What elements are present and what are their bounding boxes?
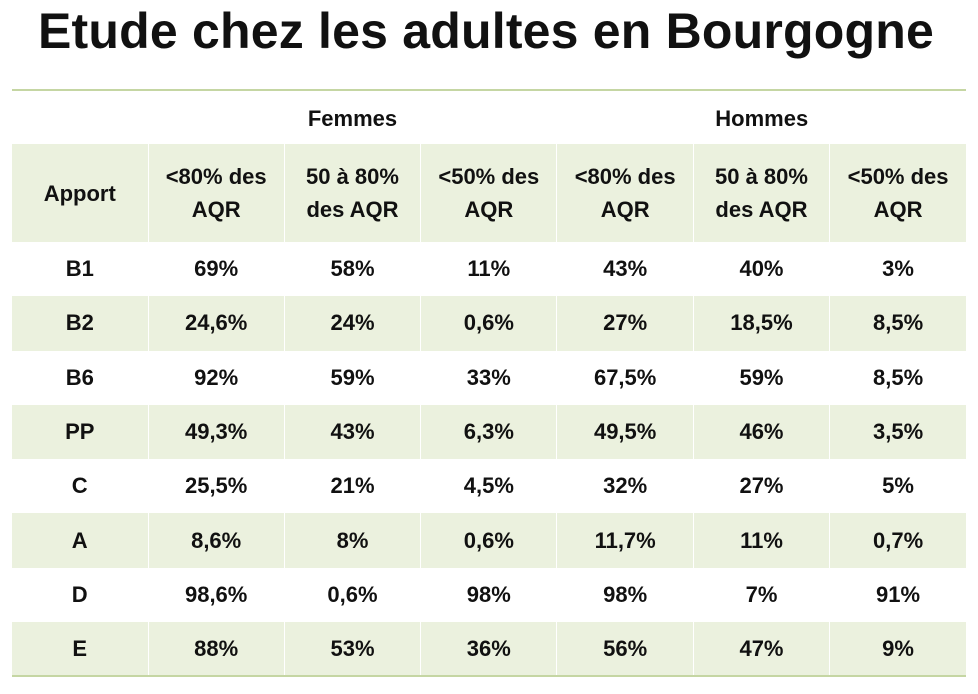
table-cell: 33% — [420, 350, 557, 405]
table-cell: 11% — [692, 513, 830, 568]
column-header: <80% des AQR — [556, 144, 694, 242]
table-cell: 0,6% — [420, 296, 557, 351]
table-cell: 32% — [556, 459, 694, 514]
row-label-cell: E — [12, 622, 148, 677]
table-cell: 21% — [283, 459, 421, 514]
table-cell: 9% — [829, 622, 966, 677]
table-cell: 43% — [283, 404, 421, 460]
table-cell: 3,5% — [829, 404, 966, 460]
table-cell: 91% — [829, 567, 966, 623]
table-cell: 88% — [147, 622, 285, 677]
table-row: B2 24,6% 24% 0,6% 27% 18,5% 8,5% — [12, 296, 966, 351]
table-cell: 11,7% — [556, 513, 694, 568]
table-cell: 53% — [283, 622, 421, 677]
table-cell: 24% — [283, 296, 421, 351]
group-header-femmes: Femmes — [147, 90, 557, 144]
table-cell: 4,5% — [420, 459, 557, 514]
group-header-empty — [12, 90, 148, 144]
table-cell: 8% — [283, 513, 421, 568]
group-header-hommes: Hommes — [556, 90, 966, 144]
table-cell: 43% — [556, 242, 694, 297]
table-cell: 58% — [283, 242, 421, 297]
table-row: B6 92% 59% 33% 67,5% 59% 8,5% — [12, 350, 966, 405]
table-cell: 27% — [556, 296, 694, 351]
row-label-cell: A — [12, 513, 148, 568]
table-cell: 7% — [692, 567, 830, 623]
table-cell: 25,5% — [147, 459, 285, 514]
table-cell: 6,3% — [420, 404, 557, 460]
table-cell: 92% — [147, 350, 285, 405]
row-label-cell: PP — [12, 404, 148, 460]
column-header-row: Apport <80% des AQR 50 à 80% des AQR <50… — [12, 144, 966, 242]
page-title: Etude chez les adultes en Bourgogne — [38, 3, 935, 59]
table-cell: 0,6% — [283, 567, 421, 623]
table-row: A 8,6% 8% 0,6% 11,7% 11% 0,7% — [12, 513, 966, 568]
group-header-row: Femmes Hommes — [12, 90, 966, 144]
table-cell: 0,6% — [420, 513, 557, 568]
table-cell: 67,5% — [556, 350, 694, 405]
table-row: B1 69% 58% 11% 43% 40% 3% — [12, 242, 966, 297]
column-header: 50 à 80% des AQR — [283, 144, 421, 242]
table-cell: 0,7% — [829, 513, 966, 568]
table-cell: 5% — [829, 459, 966, 514]
table-cell: 98,6% — [147, 567, 285, 623]
table-cell: 98% — [420, 567, 557, 623]
table-row: C 25,5% 21% 4,5% 32% 27% 5% — [12, 459, 966, 514]
table-cell: 18,5% — [692, 296, 830, 351]
table-cell: 47% — [692, 622, 830, 677]
table-row: PP 49,3% 43% 6,3% 49,5% 46% 3,5% — [12, 404, 966, 460]
data-table: Femmes Hommes Apport <80% des AQR 50 à 8… — [12, 89, 966, 677]
table-cell: 36% — [420, 622, 557, 677]
table-cell: 40% — [692, 242, 830, 297]
table-cell: 24,6% — [147, 296, 285, 351]
table-cell: 49,3% — [147, 404, 285, 460]
column-header: <50% des AQR — [420, 144, 557, 242]
table-cell: 49,5% — [556, 404, 694, 460]
row-label-cell: B2 — [12, 296, 148, 351]
table-cell: 46% — [692, 404, 830, 460]
table-row: D 98,6% 0,6% 98% 98% 7% 91% — [12, 567, 966, 623]
table-cell: 8,5% — [829, 350, 966, 405]
row-label-cell: C — [12, 459, 148, 514]
row-label-cell: B1 — [12, 242, 148, 297]
column-header: <80% des AQR — [147, 144, 285, 242]
table-cell: 8,6% — [147, 513, 285, 568]
column-header: Apport — [12, 144, 148, 242]
table-cell: 69% — [147, 242, 285, 297]
table-cell: 98% — [556, 567, 694, 623]
table-cell: 3% — [829, 242, 966, 297]
column-header: <50% des AQR — [829, 144, 966, 242]
table-cell: 56% — [556, 622, 694, 677]
table-cell: 59% — [283, 350, 421, 405]
column-header: 50 à 80% des AQR — [692, 144, 830, 242]
table-cell: 59% — [692, 350, 830, 405]
table-cell: 11% — [420, 242, 557, 297]
table-row: E 88% 53% 36% 56% 47% 9% — [12, 622, 966, 677]
table-cell: 8,5% — [829, 296, 966, 351]
table-cell: 27% — [692, 459, 830, 514]
row-label-cell: D — [12, 567, 148, 623]
row-label-cell: B6 — [12, 350, 148, 405]
